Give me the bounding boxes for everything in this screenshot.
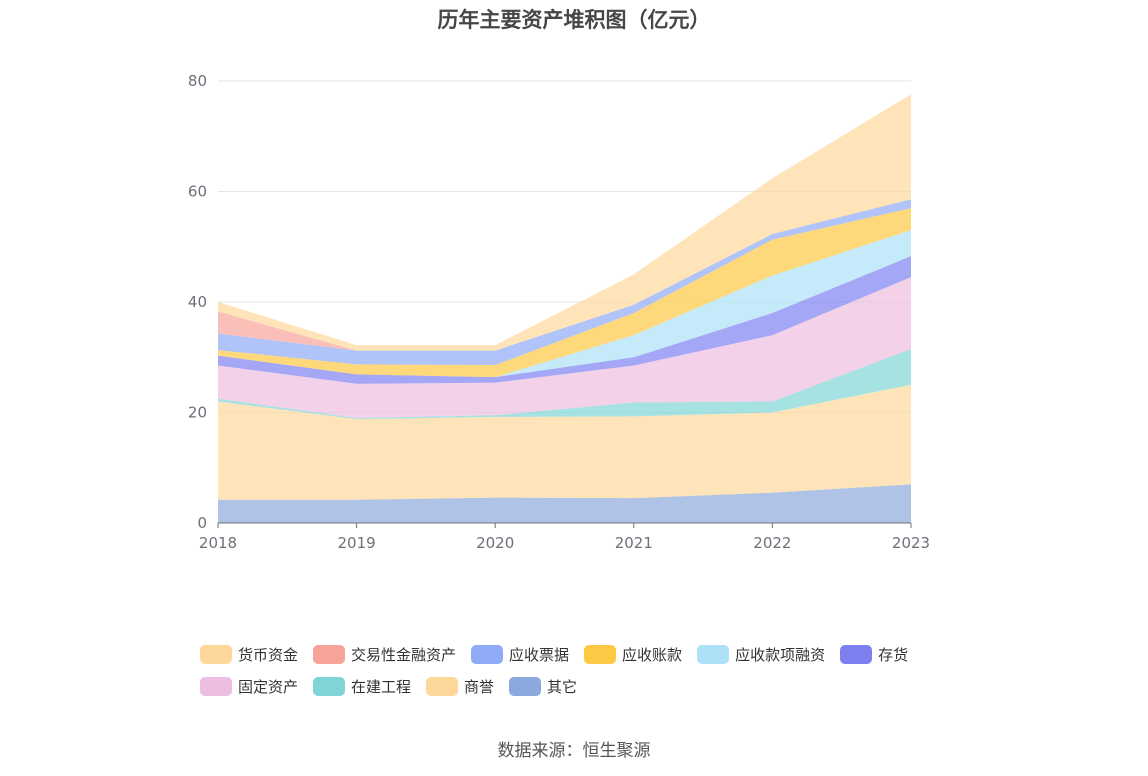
legend-swatch (584, 644, 617, 664)
area-series-6 (218, 208, 911, 378)
y-tick-label: 0 (197, 514, 207, 532)
area-series-3 (218, 277, 911, 419)
legend: 货币资金 交易性金融资产 应收票据 应收账款 应收款项融资 存货 固定资产 在建工程 商誉 其它 (200, 638, 980, 702)
legend-row: 固定资产 在建工程 商誉 其它 (200, 670, 980, 702)
legend-row: 货币资金 交易性金融资产 应收票据 应收账款 应收款项融资 存货 (200, 638, 980, 670)
legend-label: 应收款项融资 (735, 645, 826, 664)
legend-swatch (313, 644, 346, 664)
legend-label: 固定资产 (238, 677, 299, 696)
area-series-8 (218, 199, 911, 351)
legend-swatch (509, 676, 542, 696)
data-source: 数据来源：恒生聚源 (497, 741, 651, 761)
legend-swatch (471, 644, 504, 664)
legend-item[interactable]: 交易性金融资产 (313, 644, 456, 665)
legend-swatch (840, 644, 873, 664)
x-tick-label: 2023 (892, 534, 930, 552)
legend-item[interactable]: 应收账款 (584, 644, 682, 665)
legend-label: 交易性金融资产 (351, 645, 457, 664)
area-series-7 (218, 199, 911, 365)
legend-label: 应收票据 (509, 645, 570, 664)
area-series-1 (218, 384, 911, 500)
x-tick-label: 2019 (338, 534, 376, 552)
legend-swatch (313, 676, 346, 696)
legend-swatch (697, 644, 730, 664)
legend-item[interactable]: 存货 (840, 644, 908, 665)
legend-item[interactable]: 固定资产 (200, 676, 298, 697)
legend-label: 应收账款 (622, 645, 683, 664)
legend-item[interactable]: 货币资金 (200, 644, 298, 665)
axes: 2018 2019 2020 2021 2022 2023 0 20 40 60 80 (188, 72, 930, 552)
legend-label: 存货 (878, 645, 909, 664)
legend-item[interactable]: 应收款项融资 (697, 644, 825, 665)
y-tick-label: 80 (188, 72, 207, 90)
area-series (218, 94, 911, 523)
area-series-5 (218, 230, 911, 378)
legend-swatch (426, 676, 459, 696)
legend-label: 货币资金 (238, 645, 299, 664)
legend-swatch (200, 644, 232, 664)
x-tick-label: 2018 (199, 534, 237, 552)
legend-label: 其它 (547, 677, 578, 696)
area-series-9 (218, 94, 911, 351)
legend-label: 商誉 (464, 677, 495, 696)
y-tick-label: 60 (188, 183, 207, 201)
area-series-0 (218, 484, 911, 523)
legend-item[interactable]: 在建工程 (313, 676, 411, 697)
y-tick-label: 40 (188, 293, 207, 311)
legend-label: 在建工程 (351, 677, 412, 696)
x-tick-label: 2020 (476, 534, 514, 552)
stacked-area-chart: 2018 2019 2020 2021 2022 2023 0 20 40 60 80 (188, 72, 930, 552)
legend-item[interactable]: 其它 (509, 676, 577, 697)
y-tick-label: 20 (188, 404, 207, 422)
legend-item[interactable]: 应收票据 (471, 644, 569, 665)
area-series-4 (218, 256, 911, 384)
chart-title: 历年主要资产堆积图（亿元） (437, 8, 711, 32)
x-tick-label: 2021 (615, 534, 653, 552)
legend-swatch (200, 676, 232, 696)
legend-item[interactable]: 商誉 (426, 676, 494, 697)
x-tick-label: 2022 (753, 534, 791, 552)
